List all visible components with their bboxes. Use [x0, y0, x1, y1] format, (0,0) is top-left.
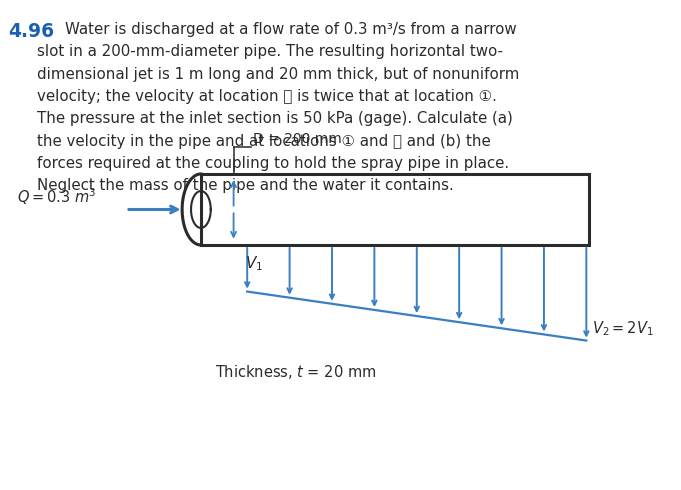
- Text: $V_2 = 2V_1$: $V_2 = 2V_1$: [592, 319, 654, 338]
- Text: $V_1$: $V_1$: [245, 254, 264, 272]
- Text: Water is discharged at a flow rate of 0.3 m³/s from a narrow: Water is discharged at a flow rate of 0.…: [65, 22, 516, 37]
- Bar: [201, 174, 589, 245]
- Text: velocity; the velocity at location Ⓐ is twice that at location ①.: velocity; the velocity at location Ⓐ is …: [37, 89, 497, 104]
- Text: 4.96: 4.96: [8, 22, 54, 41]
- Text: D = 200 mm: D = 200 mm: [253, 131, 341, 146]
- Text: Thickness, $t$ = 20 mm: Thickness, $t$ = 20 mm: [215, 363, 376, 381]
- Text: forces required at the coupling to hold the spray pipe in place.: forces required at the coupling to hold …: [37, 156, 509, 171]
- Text: the velocity in the pipe and at locations ① and Ⓐ and (b) the: the velocity in the pipe and at location…: [37, 133, 491, 148]
- Text: The pressure at the inlet section is 50 kPa (gage). Calculate (a): The pressure at the inlet section is 50 …: [37, 111, 513, 126]
- Text: slot in a 200-mm-diameter pipe. The resulting horizontal two-: slot in a 200-mm-diameter pipe. The resu…: [37, 45, 503, 59]
- Text: $Q = 0.3$ m$^3$: $Q = 0.3$ m$^3$: [17, 186, 97, 207]
- Text: dimensional jet is 1 m long and 20 mm thick, but of nonuniform: dimensional jet is 1 m long and 20 mm th…: [37, 67, 520, 82]
- Text: Neglect the mass of the pipe and the water it contains.: Neglect the mass of the pipe and the wat…: [37, 178, 454, 193]
